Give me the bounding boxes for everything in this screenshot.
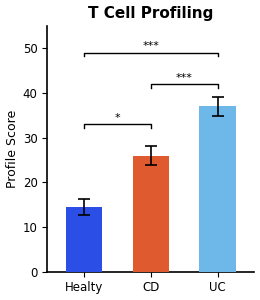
Text: ***: *** <box>176 73 193 83</box>
Text: ***: *** <box>142 41 159 51</box>
Text: *: * <box>115 113 120 123</box>
Title: T Cell Profiling: T Cell Profiling <box>88 6 213 21</box>
Bar <box>66 207 102 272</box>
Y-axis label: Profile Score: Profile Score <box>5 110 18 188</box>
Bar <box>133 155 169 272</box>
Bar <box>199 106 236 272</box>
